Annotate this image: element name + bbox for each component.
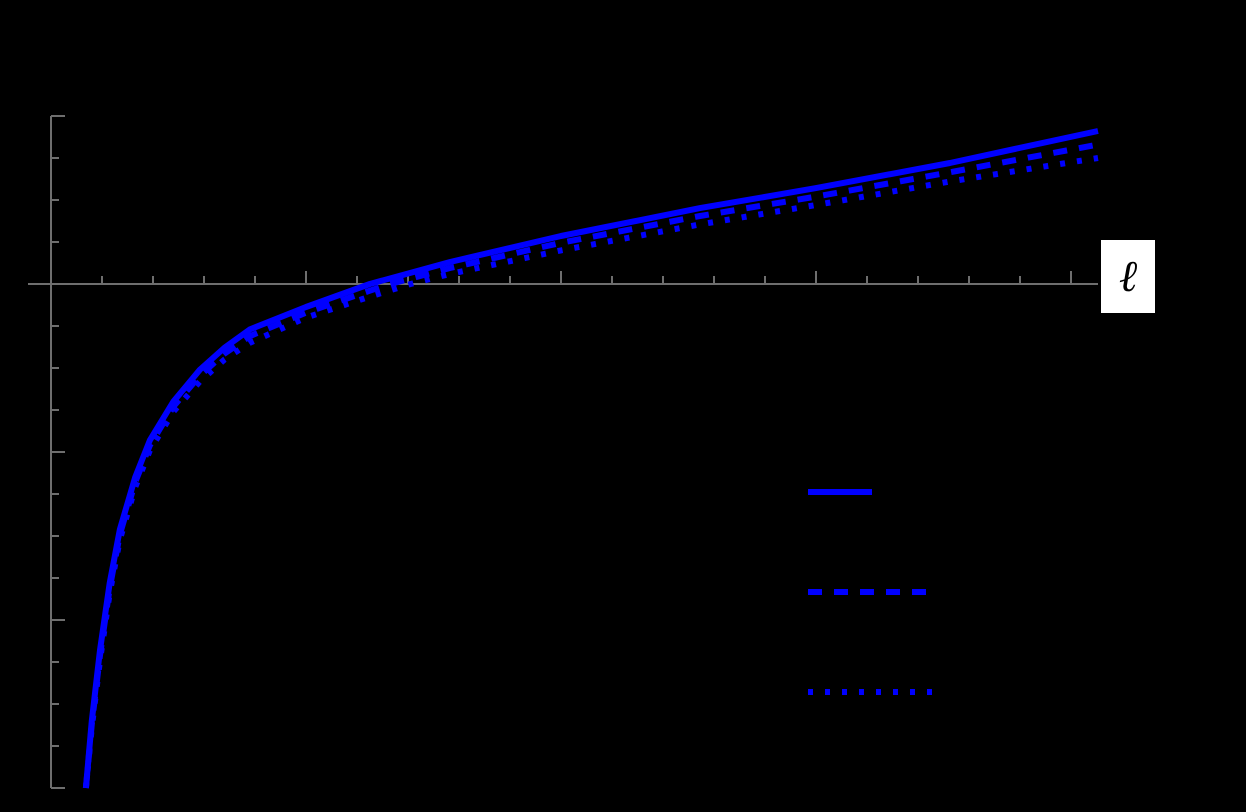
x-axis-label-box: ℓ [1101, 240, 1155, 313]
series-line-dotted [82, 155, 1099, 789]
legend [808, 489, 932, 695]
series-line-dashed [82, 141, 1099, 789]
axes [28, 115, 1098, 789]
x-axis-label: ℓ [1118, 250, 1138, 302]
data-series [82, 128, 1099, 789]
